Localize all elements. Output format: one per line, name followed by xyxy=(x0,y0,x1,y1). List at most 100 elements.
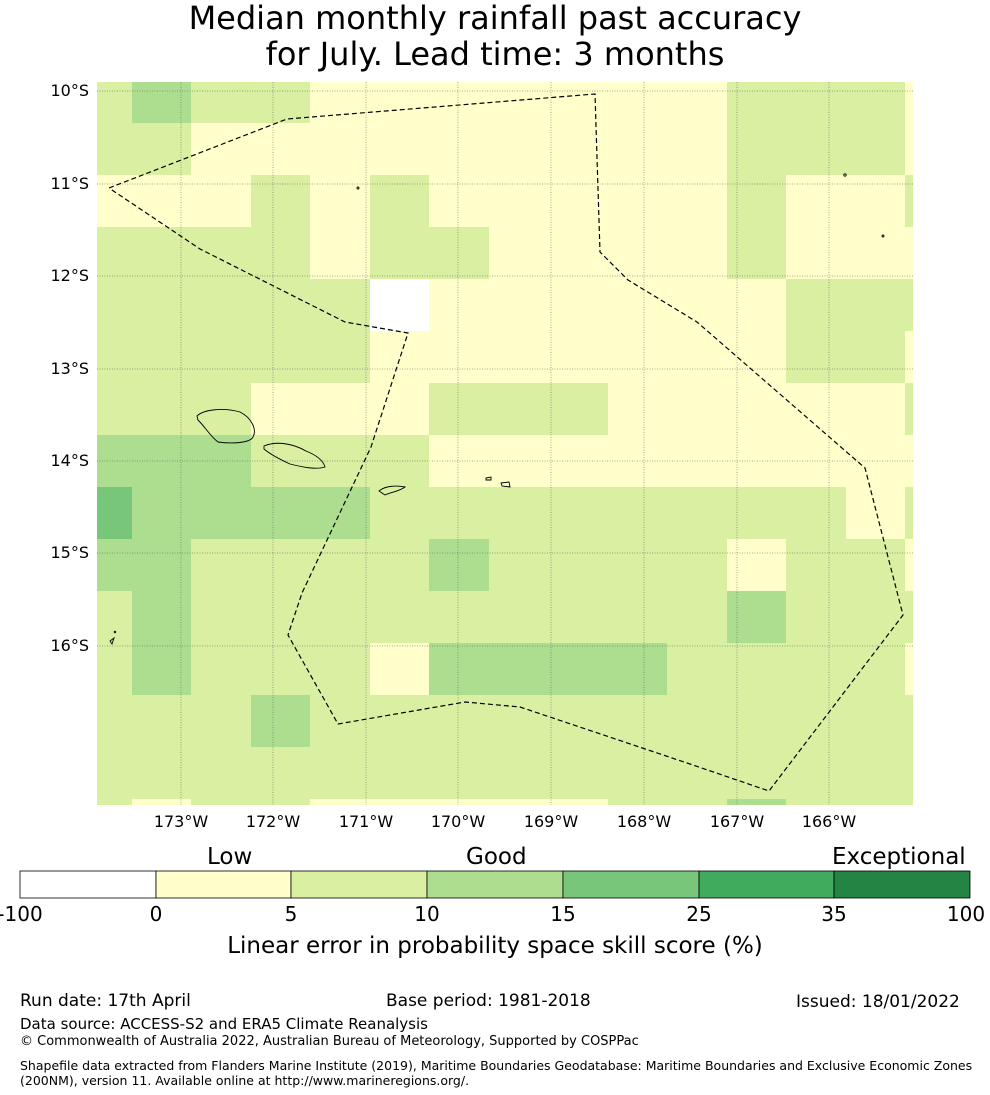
grid-cell xyxy=(786,695,846,747)
grid-cell xyxy=(608,227,667,279)
grid-cell xyxy=(786,175,846,227)
latitude-label: 15°S xyxy=(50,543,89,562)
grid-cell xyxy=(191,747,251,799)
grid-cell xyxy=(97,591,132,643)
colorbar-tick: 25 xyxy=(686,902,712,926)
grid-cell xyxy=(489,123,548,175)
grid-cell xyxy=(97,643,132,695)
grid-cell xyxy=(251,331,310,383)
grid-cell xyxy=(370,331,429,383)
grid-cell xyxy=(727,747,786,799)
ofu-island xyxy=(485,476,492,481)
grid-cell xyxy=(370,279,429,331)
grid-cell xyxy=(429,591,489,643)
grid-cell xyxy=(786,82,846,123)
grid-cell xyxy=(97,383,132,435)
grid-cell xyxy=(191,123,251,175)
grid-cell xyxy=(97,695,132,747)
grid-cell xyxy=(132,591,191,643)
grid-cell xyxy=(608,591,667,643)
grid-cell xyxy=(548,799,608,805)
grid-cell xyxy=(608,487,667,539)
grid-cell xyxy=(727,695,786,747)
grid-cell xyxy=(608,747,667,799)
grid-cell xyxy=(429,279,489,331)
grid-cell xyxy=(727,643,786,695)
grid-cell xyxy=(97,279,132,331)
grid-cell xyxy=(608,383,667,435)
grid-cell xyxy=(608,279,667,331)
grid-cell xyxy=(786,279,846,331)
grid-cell xyxy=(132,175,191,227)
grid-cell xyxy=(905,799,913,805)
grid-cell xyxy=(548,539,608,591)
map-title-line1: Median monthly rainfall past accuracy xyxy=(188,0,802,37)
grid-cell xyxy=(310,695,370,747)
grid-cell xyxy=(786,487,846,539)
grid-cell xyxy=(608,643,667,695)
grid-cell xyxy=(310,747,370,799)
grid-cell xyxy=(310,643,370,695)
grid-cell xyxy=(727,82,786,123)
grid-cell xyxy=(310,591,370,643)
grid-cell xyxy=(429,695,489,747)
upolu-island xyxy=(263,442,326,469)
grid-cell xyxy=(727,279,786,331)
longitude-label: 168°W xyxy=(617,812,672,831)
grid-cell xyxy=(132,383,191,435)
grid-cell xyxy=(429,383,489,435)
grid-cell xyxy=(251,643,310,695)
colorbar-tick: 0 xyxy=(149,902,163,926)
longitude-label: 169°W xyxy=(524,812,579,831)
grid-cell xyxy=(370,175,429,227)
niuafo-ou-island xyxy=(109,636,115,646)
grid-cell xyxy=(905,435,913,487)
colorbar-tick: 5 xyxy=(284,902,298,926)
grid-cell xyxy=(429,643,489,695)
eez-boundary xyxy=(108,93,904,792)
latitude-label: 12°S xyxy=(50,266,89,285)
grid-cell xyxy=(727,383,786,435)
grid-cell xyxy=(251,591,310,643)
colorbar-segment xyxy=(19,870,157,899)
grid-cell xyxy=(310,383,370,435)
grid-cell xyxy=(489,227,548,279)
grid-cell xyxy=(786,331,846,383)
grid-cell xyxy=(667,175,727,227)
grid-cell xyxy=(251,227,310,279)
grid-cell xyxy=(667,383,727,435)
grid-cell xyxy=(489,175,548,227)
grid-cell xyxy=(132,643,191,695)
grid-cell xyxy=(846,643,905,695)
grid-cell xyxy=(846,82,905,123)
grid-cell xyxy=(667,227,727,279)
grid-cell xyxy=(846,331,905,383)
grid-cell xyxy=(727,123,786,175)
longitude-label: 172°W xyxy=(246,812,301,831)
copyright: © Commonwealth of Australia 2022, Austra… xyxy=(20,1034,639,1049)
grid-cell xyxy=(310,331,370,383)
grid-cell xyxy=(191,695,251,747)
islands xyxy=(109,173,885,646)
grid-cell xyxy=(191,435,251,487)
colorbar-segment xyxy=(290,870,428,899)
grid-cell xyxy=(251,695,310,747)
grid-cell xyxy=(608,331,667,383)
grid-cell xyxy=(786,799,846,805)
grid-cell xyxy=(905,123,913,175)
colorbar-tick: 35 xyxy=(821,902,847,926)
grid-cell xyxy=(667,279,727,331)
grid-cell xyxy=(727,591,786,643)
grid-cell xyxy=(489,279,548,331)
grid-cell xyxy=(727,487,786,539)
grid-cell xyxy=(429,82,489,123)
graticule xyxy=(97,82,913,805)
grid-cell xyxy=(608,695,667,747)
colorbar xyxy=(19,870,971,899)
grid-cell xyxy=(429,227,489,279)
shapefile-credit-line2: (200NM), version 11. Available online at… xyxy=(20,1073,470,1088)
grid-cell xyxy=(608,799,667,805)
colorbar-tick: -100 xyxy=(0,902,43,926)
grid-cell xyxy=(608,175,667,227)
grid-cell xyxy=(786,383,846,435)
